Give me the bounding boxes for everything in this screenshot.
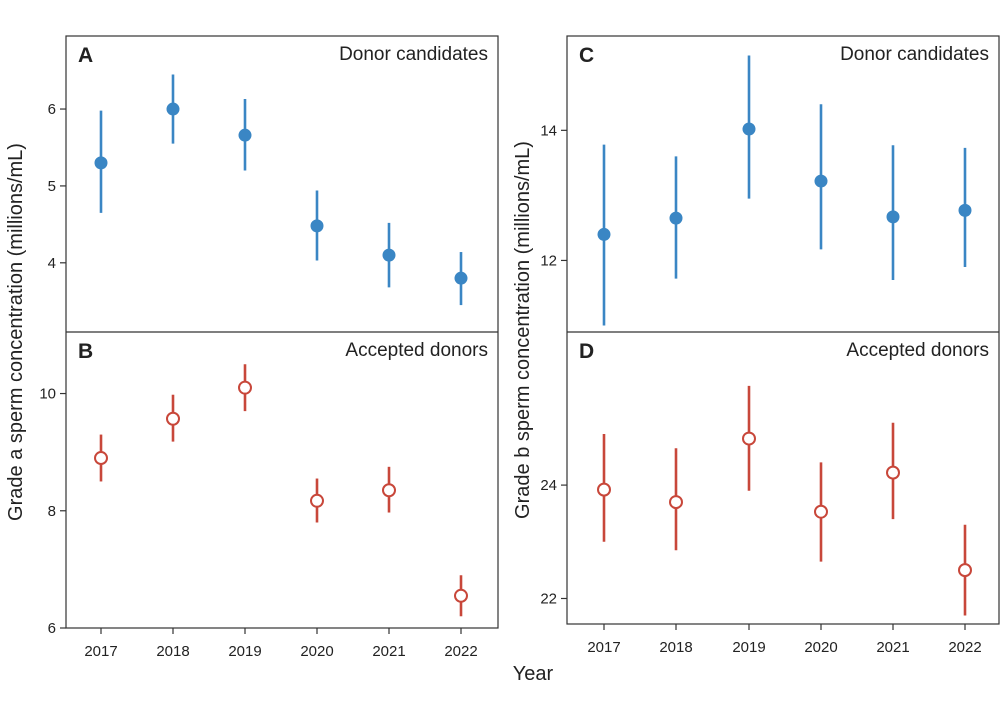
panel-d-x-tick-label-2017: 2017 (587, 639, 620, 656)
panel-a-y-tick-label-6: 6 (48, 101, 56, 118)
panel-b-point-2019 (238, 380, 252, 395)
panel-d-point-2020 (814, 504, 828, 519)
right-panels-frame (566, 35, 1000, 625)
panel-b-point-2020 (310, 493, 324, 508)
panel-a-point-2017 (94, 156, 108, 170)
panel-d-x-tick-label-2022: 2022 (948, 639, 981, 656)
panel-b-point-2017 (94, 451, 108, 466)
panel-b-point-2022 (454, 588, 468, 603)
panel-d-title: Accepted donors (846, 340, 989, 361)
panel-a-y-tick-label-4: 4 (48, 255, 56, 272)
panel-c-y-tick-label-14: 14 (540, 122, 557, 139)
panel-d-y-tick-label-24: 24 (540, 477, 557, 494)
panel-b-x-tick-label-2019: 2019 (228, 643, 261, 660)
panel-c-point-2019 (742, 122, 756, 136)
panel-c-y-tick-label-12: 12 (540, 252, 557, 269)
panel-d-y-tick-label-22: 22 (540, 590, 557, 607)
right-y-axis-label: Grade b sperm concentration (millions/mL… (512, 141, 534, 519)
panel-c-point-2017 (597, 227, 611, 241)
panel-a: A Donor candidates 4 5 6 (48, 44, 488, 306)
panel-b-x-tick-label-2022: 2022 (444, 643, 477, 660)
panel-d: D Accepted donors 22 24 2017 2018 2019 2020 2021… (540, 340, 989, 656)
panel-d-point-2022 (958, 563, 972, 578)
panel-d-point-2017 (597, 482, 611, 497)
panel-c: C Donor candidates 12 14 (540, 44, 989, 326)
panel-c-point-2020 (814, 174, 828, 188)
panel-b-x-tick-label-2018: 2018 (156, 643, 189, 660)
x-axis-label: Year (513, 663, 554, 685)
panel-a-point-2019 (238, 128, 252, 142)
panel-a-point-2022 (454, 271, 468, 285)
panel-c-point-2022 (958, 203, 972, 217)
panel-b-title: Accepted donors (345, 340, 488, 361)
panel-a-point-2020 (310, 219, 324, 233)
panel-b: B Accepted donors 6 8 10 2017 2018 2019 2020 2021… (39, 340, 488, 660)
panel-a-y-tick-label-5: 5 (48, 178, 56, 195)
panel-b-point-2018 (166, 411, 180, 426)
panel-a-title: Donor candidates (339, 44, 488, 65)
panel-b-point-2021 (382, 483, 396, 498)
panel-c-point-2018 (669, 211, 683, 225)
panel-b-x-tick-label-2017: 2017 (84, 643, 117, 660)
panel-b-y-tick-label-10: 10 (39, 386, 56, 403)
panel-d-point-2019 (742, 431, 756, 446)
panel-d-point-2021 (886, 465, 900, 480)
panel-d-x-tick-label-2020: 2020 (804, 639, 837, 656)
panel-d-x-tick-label-2021: 2021 (876, 639, 909, 656)
panel-d-point-2018 (669, 495, 683, 510)
panel-b-x-tick-label-2021: 2021 (372, 643, 405, 660)
panel-a-letter: A (78, 44, 93, 67)
panel-a-point-2021 (382, 248, 396, 262)
panel-b-x-tick-label-2020: 2020 (300, 643, 333, 660)
panel-c-point-2021 (886, 210, 900, 224)
panel-c-title: Donor candidates (840, 44, 989, 65)
panel-d-x-tick-label-2019: 2019 (732, 639, 765, 656)
panel-a-point-2018 (166, 102, 180, 116)
panel-d-x-tick-label-2018: 2018 (659, 639, 692, 656)
panel-b-letter: B (78, 340, 93, 363)
panel-c-letter: C (579, 44, 594, 67)
panel-b-y-tick-label-6: 6 (48, 620, 56, 637)
left-y-axis-label: Grade a sperm concentration (millions/mL… (5, 143, 27, 521)
panel-b-y-tick-label-8: 8 (48, 503, 56, 520)
panel-d-letter: D (579, 340, 594, 363)
